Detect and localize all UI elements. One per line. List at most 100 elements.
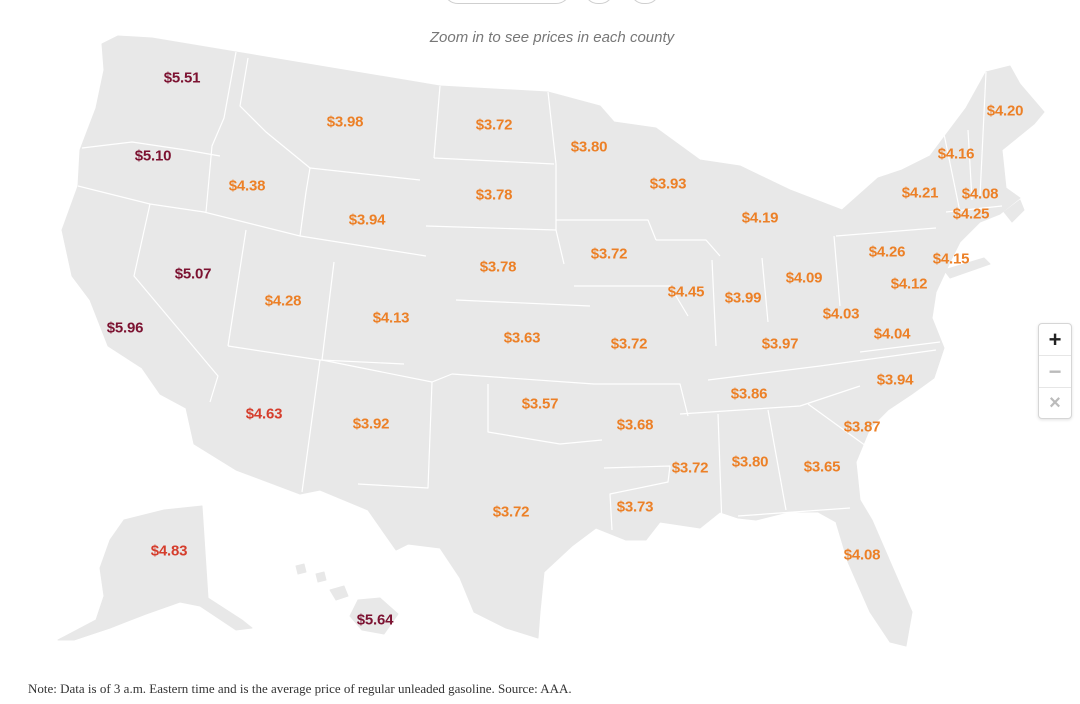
border-nd-sd xyxy=(433,157,555,165)
price-label-nv: $5.07 xyxy=(174,265,212,283)
border-ga-sc xyxy=(807,403,867,447)
hawaii-maui-shape xyxy=(329,585,349,601)
zoom-in-button[interactable]: + xyxy=(1039,324,1071,356)
price-label-la: $3.73 xyxy=(616,498,654,516)
hawaii-oahu-shape xyxy=(315,571,327,583)
alaska-shape xyxy=(57,505,253,641)
long-island-shape xyxy=(943,257,991,279)
price-label-ny: $4.21 xyxy=(901,184,939,202)
source-note: Note: Data is of 3 a.m. Eastern time and… xyxy=(28,681,572,696)
price-label-ga: $3.65 xyxy=(803,458,841,476)
border-ks-ok xyxy=(451,373,595,385)
cape-cod-shape xyxy=(1003,199,1025,223)
price-label-sd: $3.78 xyxy=(475,186,513,204)
price-label-mi: $4.19 xyxy=(741,209,779,227)
price-label-mn: $3.80 xyxy=(570,138,608,156)
state-borders xyxy=(77,51,1003,531)
border-wy-co xyxy=(299,235,427,257)
border-nm-tx xyxy=(357,381,433,489)
price-label-co: $4.13 xyxy=(372,309,410,327)
border-mt-id xyxy=(239,57,311,169)
price-label-az: $4.63 xyxy=(245,405,283,423)
price-label-ms: $3.72 xyxy=(671,459,709,477)
zoom-hint: Zoom in to see prices in each county xyxy=(429,29,675,46)
price-label-wy: $3.94 xyxy=(348,211,386,229)
top-controls xyxy=(0,0,1080,10)
price-label-nd: $3.72 xyxy=(475,116,513,134)
border-ky-tn xyxy=(707,349,937,381)
border-wa-or xyxy=(81,141,221,157)
price-label-tn: $3.86 xyxy=(730,385,768,403)
border-ia-mo xyxy=(574,285,689,317)
price-label-ut: $4.28 xyxy=(264,292,302,310)
price-label-nh: $4.08 xyxy=(961,185,999,203)
border-az-nm xyxy=(301,359,321,493)
price-label-wa: $5.51 xyxy=(163,69,201,87)
border-wi-il-mi xyxy=(656,239,721,257)
price-label-in: $3.99 xyxy=(724,289,762,307)
border-ok-tx xyxy=(487,384,603,445)
border-nc-va xyxy=(859,341,941,353)
price-label-nc: $3.94 xyxy=(876,371,914,389)
hawaii-big-island-shape xyxy=(349,597,399,635)
border-mn-wi-ia xyxy=(556,219,657,241)
close-icon: × xyxy=(1049,392,1061,414)
minus-icon: − xyxy=(1048,358,1062,384)
border-ut-co xyxy=(321,261,335,361)
border-ne-ks xyxy=(455,299,591,307)
price-label-md: $4.12 xyxy=(890,275,928,293)
price-label-ak: $4.83 xyxy=(150,542,188,560)
price-label-tx: $3.72 xyxy=(492,503,530,521)
price-label-ca: $5.96 xyxy=(106,319,144,337)
price-label-wv: $4.03 xyxy=(822,305,860,323)
border-vt-nh xyxy=(967,129,973,201)
price-label-ia: $3.72 xyxy=(590,245,628,263)
border-id-wy-ut xyxy=(203,167,421,237)
border-ny-vt-nh xyxy=(943,133,961,213)
zoom-out-button[interactable]: − xyxy=(1039,356,1071,388)
price-label-oh: $4.09 xyxy=(785,269,823,287)
land-shapes xyxy=(57,35,1045,647)
plus-icon: + xyxy=(1048,326,1062,352)
price-label-ky: $3.97 xyxy=(761,335,799,353)
price-label-nj: $4.15 xyxy=(932,250,970,268)
price-label-ma: $4.25 xyxy=(952,205,990,223)
price-label-al: $3.80 xyxy=(731,453,769,471)
border-il-in xyxy=(711,259,717,347)
price-label-ok: $3.57 xyxy=(521,395,559,413)
border-ma-north xyxy=(945,205,1003,213)
price-label-wi: $3.93 xyxy=(649,175,687,193)
border-in-oh xyxy=(761,257,769,323)
reset-view-button[interactable]: × xyxy=(1039,388,1071,419)
price-label-nm: $3.92 xyxy=(352,415,390,433)
price-label-ne: $3.78 xyxy=(479,258,517,276)
price-label-va: $4.04 xyxy=(873,325,911,343)
price-label-or: $5.10 xyxy=(134,147,172,165)
price-label-il: $4.45 xyxy=(667,283,705,301)
price-label-ar: $3.68 xyxy=(616,416,654,434)
contiguous-us-shape xyxy=(61,35,1045,647)
border-oh-pa xyxy=(833,235,841,307)
price-label-id: $4.38 xyxy=(228,177,266,195)
border-al-ga xyxy=(767,409,787,511)
price-label-vt: $4.16 xyxy=(937,145,975,163)
border-ga-fl xyxy=(737,507,851,517)
zoom-controls: + − × xyxy=(1038,323,1072,419)
border-nh-me xyxy=(979,71,987,197)
price-label-mo: $3.72 xyxy=(610,335,648,353)
border-ca-nv xyxy=(133,203,219,403)
price-label-fl: $4.08 xyxy=(843,546,881,564)
border-tn-south xyxy=(679,385,861,415)
border-ar-la-ms xyxy=(603,465,671,531)
border-pa-ny xyxy=(835,227,937,237)
price-label-me: $4.20 xyxy=(986,102,1024,120)
price-label-ks: $3.63 xyxy=(503,329,541,347)
border-nv-ut xyxy=(227,229,247,347)
price-label-sc: $3.87 xyxy=(843,418,881,436)
border-ms-al xyxy=(717,413,723,527)
hawaii-kauai-shape xyxy=(295,563,307,575)
border-nd-mn xyxy=(547,91,557,230)
price-label-mt: $3.98 xyxy=(326,113,364,131)
price-label-pa: $4.26 xyxy=(868,243,906,261)
